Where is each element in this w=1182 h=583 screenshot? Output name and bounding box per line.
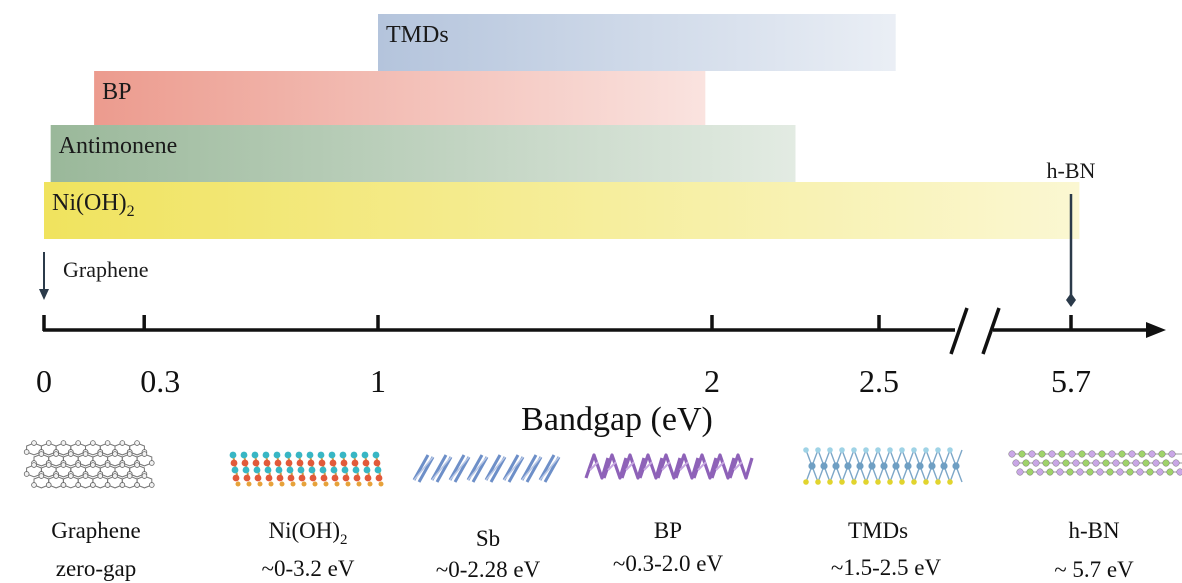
material-graphene: Graphene zero-gap (23, 440, 155, 581)
tick-label-2: 2 (704, 363, 720, 399)
material-bp: BP ~0.3-2.0 eV (584, 453, 754, 576)
range-bar-bp-label: BP (102, 79, 131, 105)
marker-graphene: Graphene (39, 252, 149, 300)
axis-break-mark-left (949, 307, 969, 355)
range-bar-bp (94, 71, 706, 125)
material-bp-bandgap: ~0.3-2.0 eV (613, 551, 724, 576)
tmd-layer-icon (803, 447, 963, 485)
range-bar-tmds (378, 14, 896, 71)
black-phosphorus-lattice-icon (584, 453, 754, 480)
material-sb: Sb ~0-2.28 eV (412, 454, 561, 582)
range-bar-ni-oh-label: Ni(OH)2 (52, 190, 135, 220)
axis-break-mark-right (981, 307, 1001, 355)
material-graphene-name: Graphene (51, 518, 140, 543)
range-bar-antimonene-label: Antimonene (59, 133, 178, 159)
marker-graphene-label: Graphene (63, 257, 149, 282)
bandgap-ranges: TMDs BP Antimonene Ni(OH)2 (44, 14, 1080, 239)
bandgap-axis: 0 0.3 1 2 2.5 5.7 Bandgap (eV) (36, 307, 1166, 438)
material-gallery: Graphene zero-gap Ni(OH)2 ~0-3.2 eV Sb ~0-2.2… (23, 440, 1182, 582)
material-h-bn-name: h-BN (1068, 518, 1120, 543)
material-ni-oh-name: Ni(OH)2 (268, 518, 347, 548)
range-bar-ni-oh (44, 182, 1080, 239)
antimonene-lattice-icon (412, 454, 561, 483)
material-h-bn: h-BN ~ 5.7 eV (1008, 450, 1182, 582)
range-bar-antimonene (50, 125, 796, 182)
material-sb-bandgap: ~0-2.28 eV (436, 557, 541, 582)
marker-h-bn-label: h-BN (1047, 158, 1096, 183)
material-tmds-name: TMDs (848, 518, 908, 543)
tick-label-5-7: 5.7 (1051, 363, 1091, 399)
material-graphene-bandgap: zero-gap (56, 556, 136, 581)
tick-label-0: 0 (36, 363, 52, 399)
point-markers: Graphene h-BN (39, 158, 1096, 307)
material-tmds-bandgap: ~1.5-2.5 eV (831, 555, 942, 580)
material-ni-oh: Ni(OH)2 ~0-3.2 eV (229, 451, 384, 581)
hbn-lattice-icon (1008, 450, 1182, 476)
material-bp-name: BP (654, 518, 682, 543)
material-ni-oh-bandgap: ~0-3.2 eV (262, 556, 355, 581)
range-bar-tmds-label: TMDs (386, 22, 449, 48)
marker-h-bn: h-BN (1047, 158, 1096, 307)
tick-label-2-5: 2.5 (859, 363, 899, 399)
material-tmds: TMDs ~1.5-2.5 eV (803, 447, 963, 580)
graphene-lattice-icon (23, 440, 155, 489)
tick-label-1: 1 (370, 363, 386, 399)
material-sb-name: Sb (476, 526, 500, 551)
axis-arrowhead (1146, 322, 1166, 338)
axis-title: Bandgap (eV) (521, 401, 713, 438)
tick-label-0-3: 0.3 (140, 363, 180, 399)
material-h-bn-bandgap: ~ 5.7 eV (1054, 557, 1134, 582)
nioh2-layer-icon (229, 451, 384, 487)
